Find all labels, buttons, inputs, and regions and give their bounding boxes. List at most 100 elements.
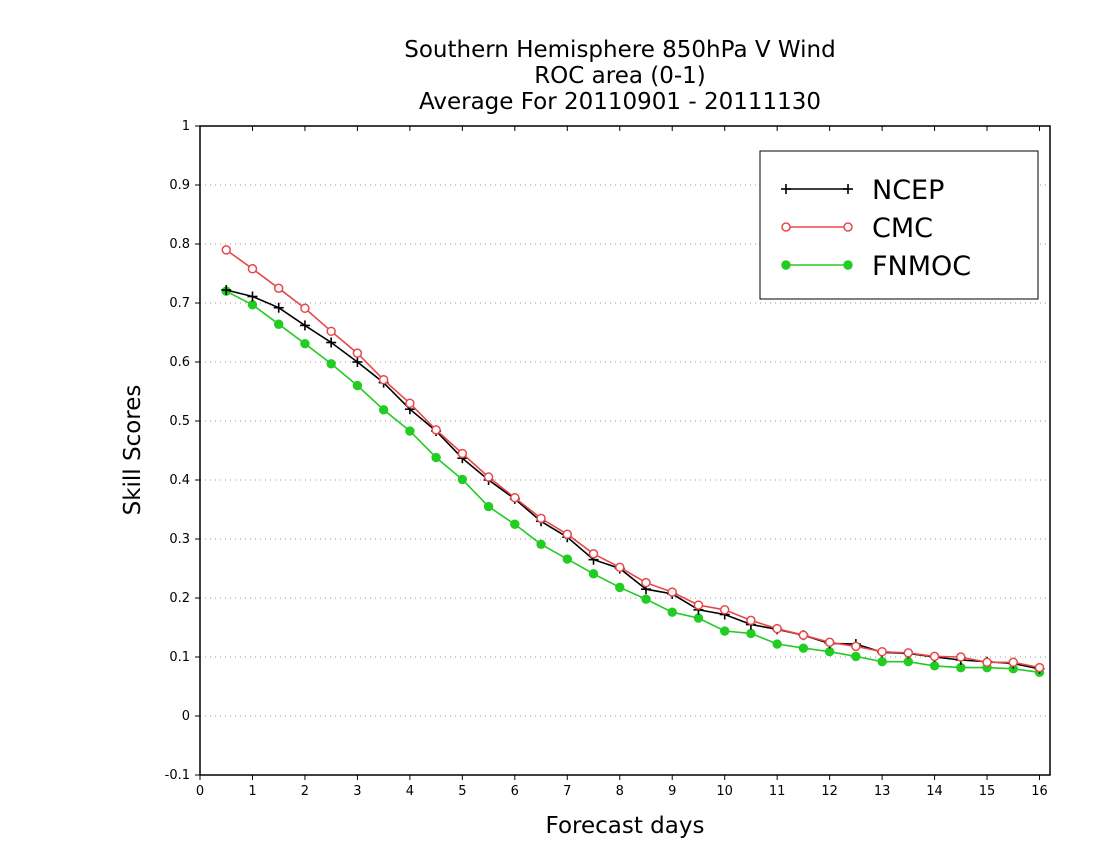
data-point-fnmoc [510,519,520,529]
data-point-fnmoc [274,319,284,329]
data-point-cmc [510,492,520,503]
data-point-cmc [982,657,992,668]
y-tick-label: 0.4 [169,473,190,488]
legend-marker-ncep [843,184,853,194]
x-tick-label: 1 [248,784,256,799]
data-point-fnmoc [431,452,441,463]
data-point-cmc [851,641,861,652]
data-point-cmc [903,648,914,658]
y-tick-label: 0.9 [169,178,190,193]
x-tick-label: 15 [979,784,996,799]
x-tick-label: 4 [406,784,414,799]
data-point-cmc [667,587,677,597]
data-point-cmc [1034,662,1045,673]
data-point-cmc [431,425,441,435]
data-point-cmc [536,513,546,524]
data-point-fnmoc [772,639,782,649]
y-tick-label: 0.8 [169,237,190,252]
series-line-cmc [225,249,1040,669]
chart-title-line-1: Southern Hemisphere 850hPa V Wind [404,37,836,63]
y-tick-label: 1 [182,119,190,134]
data-point-fnmoc [903,657,914,667]
data-point-cmc [719,605,730,615]
series-line-fnmoc [225,290,1040,674]
data-point-fnmoc [877,657,887,667]
data-point-ncep [352,357,363,367]
data-point-cmc [378,374,389,385]
data-point-ncep [326,337,337,348]
data-point-fnmoc [378,405,389,415]
y-tick-label: 0.3 [169,532,190,547]
data-point-cmc [562,529,573,540]
x-tick-label: 11 [769,784,786,799]
data-point-fnmoc [615,582,625,593]
x-tick-label: 5 [458,784,466,799]
data-point-fnmoc [300,339,310,349]
data-point-cmc [693,600,704,610]
x-tick-label: 13 [874,784,891,799]
plot-frame [199,125,1051,776]
legend-label-cmc: CMC [872,213,933,244]
data-point-cmc [877,646,887,657]
data-point-ncep [221,285,232,296]
data-point-fnmoc [851,651,861,662]
data-point-fnmoc [536,539,546,550]
data-point-ncep [247,291,258,302]
x-tick-label: 14 [926,784,943,799]
data-point-cmc [641,577,651,588]
data-point-cmc [483,472,494,482]
legend-item-fnmoc: FNMOC [781,251,971,282]
data-point-cmc [615,562,625,573]
legend-marker-cmc [843,222,853,232]
grid-lines [200,184,1050,717]
data-point-fnmoc [798,643,809,653]
legend-box [759,150,1039,300]
x-tick-label: 3 [353,784,361,799]
data-point-cmc [588,549,599,559]
data-point-cmc [457,448,468,459]
data-point-cmc [956,652,966,662]
data-point-fnmoc [562,554,572,564]
data-point-cmc [772,623,782,634]
data-point-fnmoc [693,613,704,623]
data-point-fnmoc [247,300,258,310]
chart-title-line-3: Average For 20110901 - 20111130 [418,89,822,115]
data-point-fnmoc [824,646,835,657]
data-point-fnmoc [457,474,468,485]
data-point-fnmoc [929,661,940,671]
data-point-ncep [273,302,284,313]
legend-label-fnmoc: FNMOC [872,251,971,282]
x-tick-label: 2 [301,784,309,799]
x-tick-label: 16 [1031,784,1048,799]
x-tick-label: 12 [821,784,838,799]
legend-marker-fnmoc [781,260,791,270]
x-tick-label: 10 [716,784,733,799]
y-tick-label: -0.1 [165,768,190,783]
series-line-ncep [226,289,1040,670]
series-fnmoc [221,286,1045,678]
data-point-fnmoc [326,359,336,369]
axis-ticks: -0.100.10.20.30.40.50.60.70.80.910 1 2 3 4 5 6… [165,119,1048,799]
y-tick-label: 0.6 [169,355,190,370]
data-point-cmc [247,264,258,274]
data-point-cmc [273,283,284,293]
legend-item-cmc: CMC [781,213,933,244]
series-cmc [221,245,1045,673]
x-tick-label: 7 [563,784,571,799]
data-point-cmc [405,398,415,409]
data-point-cmc [929,651,940,662]
data-point-cmc [824,637,835,647]
data-point-ncep [299,320,310,331]
data-point-fnmoc [588,569,599,579]
data-point-cmc [221,245,231,255]
x-tick-label: 6 [511,784,519,799]
data-point-fnmoc [352,380,363,391]
data-point-fnmoc [483,501,494,512]
data-point-cmc [326,326,336,337]
x-tick-label: 8 [616,784,624,799]
data-point-fnmoc [719,626,730,636]
y-tick-label: 0.5 [169,414,190,429]
x-axis-label: Forecast days [546,813,705,839]
data-point-cmc [300,303,310,314]
